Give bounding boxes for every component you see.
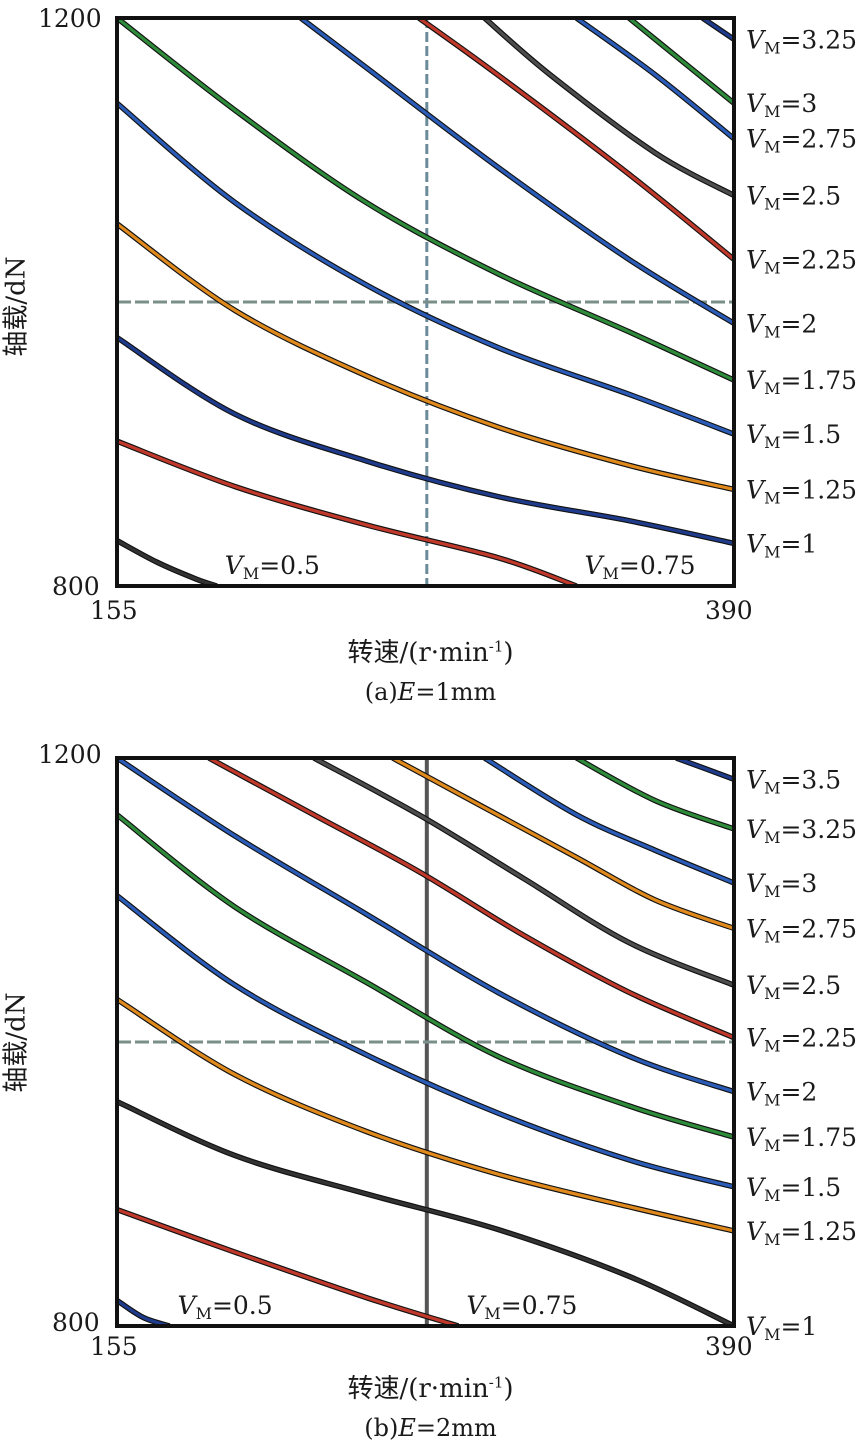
caption-prefix-b: (b) — [364, 1414, 399, 1442]
caption-b: (b)E=2mm — [0, 1414, 861, 1442]
series-line-b-7 — [208, 758, 734, 1040]
y-axis-label-b: 轴载/dN — [1, 992, 32, 1093]
series-label-a-1: VM=0.75 — [584, 551, 695, 583]
x-axis-label-b: 转速/(r·min-1) — [0, 1368, 861, 1405]
series-line-a-4 — [117, 101, 734, 436]
xtick-left-b: 155 — [90, 1332, 138, 1361]
chart-plot-a: VM=0.5 VM=0.75 VM=1 VM=1.25 VM=1.5 VM=1.75 VM=… — [115, 16, 857, 588]
ytick-bottom-a: 800 — [52, 572, 100, 601]
series-line-b-11 — [575, 758, 734, 831]
series-label-b-11: VM=3.25 — [746, 815, 857, 847]
series-line-b-6 — [117, 758, 734, 1094]
series-line-a-5 — [117, 18, 734, 382]
series-line-b-5 — [117, 813, 734, 1139]
x-axis-label-a: 转速/(r·min-1) — [0, 632, 861, 669]
series-outline-a-5 — [117, 18, 734, 383]
series-line-a-3 — [117, 222, 734, 491]
series-line-a-2 — [117, 336, 734, 545]
caption-var-a: E — [397, 678, 416, 706]
ytick-top-a: 1200 — [38, 4, 102, 33]
xtick-right-b: 390 — [705, 1332, 753, 1361]
series-outline-a-1 — [117, 438, 578, 586]
series-label-b-12: VM=3.5 — [746, 765, 841, 797]
x-axis-label-text-b: 转速/(r·min — [347, 1374, 489, 1404]
plot-frame-a — [115, 16, 736, 588]
y-axis-label-a: 轴载/dN — [1, 256, 32, 357]
series-label-b-2: VM=1 — [746, 1312, 817, 1344]
chart-panel-a: VM=0.5 VM=0.75 VM=1 VM=1.25 VM=1.5 VM=1.75 VM=… — [0, 4, 861, 706]
caption-value-a: =1mm — [415, 678, 497, 706]
series-line-a-8 — [483, 18, 734, 197]
series-label-a-5: VM=1.75 — [746, 366, 857, 398]
series-line-a-0 — [117, 539, 218, 586]
series-line-b-9 — [391, 758, 734, 930]
series-label-a-9: VM=2.75 — [746, 125, 857, 157]
series-line-b-12 — [675, 758, 734, 781]
x-axis-label-text-a: 转速/(r·min — [347, 638, 489, 668]
series-label-a-6: VM=2 — [746, 309, 817, 341]
chart-plot-b: VM=0.5 VM=0.75 VM=1 VM=1.25 VM=1.5 VM=1.75 VM=… — [115, 756, 857, 1344]
series-line-b-1 — [117, 1208, 459, 1326]
series-label-b-4: VM=1.5 — [746, 1173, 841, 1205]
series-label-a-10: VM=3 — [746, 89, 817, 121]
ytick-bottom-b: 800 — [52, 1308, 100, 1337]
series-line-b-0 — [117, 1299, 170, 1326]
series-label-b-1: VM=0.75 — [466, 1291, 577, 1323]
series-line-b-2 — [117, 1100, 734, 1326]
series-line-a-6 — [299, 18, 734, 325]
ytick-top-b: 1200 — [38, 740, 102, 769]
x-axis-label-sup-b: -1 — [488, 1373, 504, 1392]
x-axis-label-close-a: ) — [503, 638, 514, 668]
series-label-b-5: VM=1.75 — [746, 1123, 857, 1155]
series-label-a-11: VM=3.25 — [746, 25, 857, 57]
series-label-b-8: VM=2.5 — [746, 971, 841, 1003]
series-label-a-4: VM=1.5 — [746, 420, 841, 452]
plot-frame-b — [115, 756, 736, 1328]
caption-value-b: =2mm — [415, 1414, 497, 1442]
series-line-a-9 — [575, 18, 734, 140]
caption-var-b: E — [398, 1414, 416, 1442]
series-label-a-7: VM=2.25 — [746, 245, 857, 277]
xtick-right-a: 390 — [705, 596, 753, 625]
x-axis-label-close-b: ) — [503, 1374, 514, 1404]
series-line-a-7 — [417, 18, 734, 261]
caption-a: (a)E=1mm — [0, 678, 861, 706]
series-label-a-8: VM=2.5 — [746, 182, 841, 214]
series-label-b-6: VM=2 — [746, 1078, 817, 1110]
series-line-a-10 — [627, 18, 734, 105]
series-label-a-3: VM=1.25 — [746, 475, 857, 507]
series-line-b-10 — [483, 758, 734, 885]
chart-panel-b: VM=0.5 VM=0.75 VM=1 VM=1.25 VM=1.5 VM=1.75 VM=… — [0, 728, 861, 1456]
series-line-b-4 — [117, 894, 734, 1189]
x-axis-label-sup-a: -1 — [488, 637, 504, 656]
series-line-a-11 — [701, 18, 734, 41]
series-label-a-2: VM=1 — [746, 529, 817, 561]
series-label-b-9: VM=2.75 — [746, 914, 857, 946]
caption-prefix-a: (a) — [364, 678, 398, 706]
series-label-b-3: VM=1.25 — [746, 1217, 857, 1249]
series-line-b-3 — [117, 998, 734, 1233]
series-label-b-10: VM=3 — [746, 869, 817, 901]
series-line-b-8 — [313, 758, 734, 987]
series-label-b-7: VM=2.25 — [746, 1024, 857, 1056]
series-label-a-0: VM=0.5 — [225, 551, 320, 583]
xtick-left-a: 155 — [90, 596, 138, 625]
series-outline-a-6 — [299, 18, 734, 326]
series-line-a-1 — [117, 439, 578, 586]
series-label-b-0: VM=0.5 — [178, 1291, 273, 1323]
